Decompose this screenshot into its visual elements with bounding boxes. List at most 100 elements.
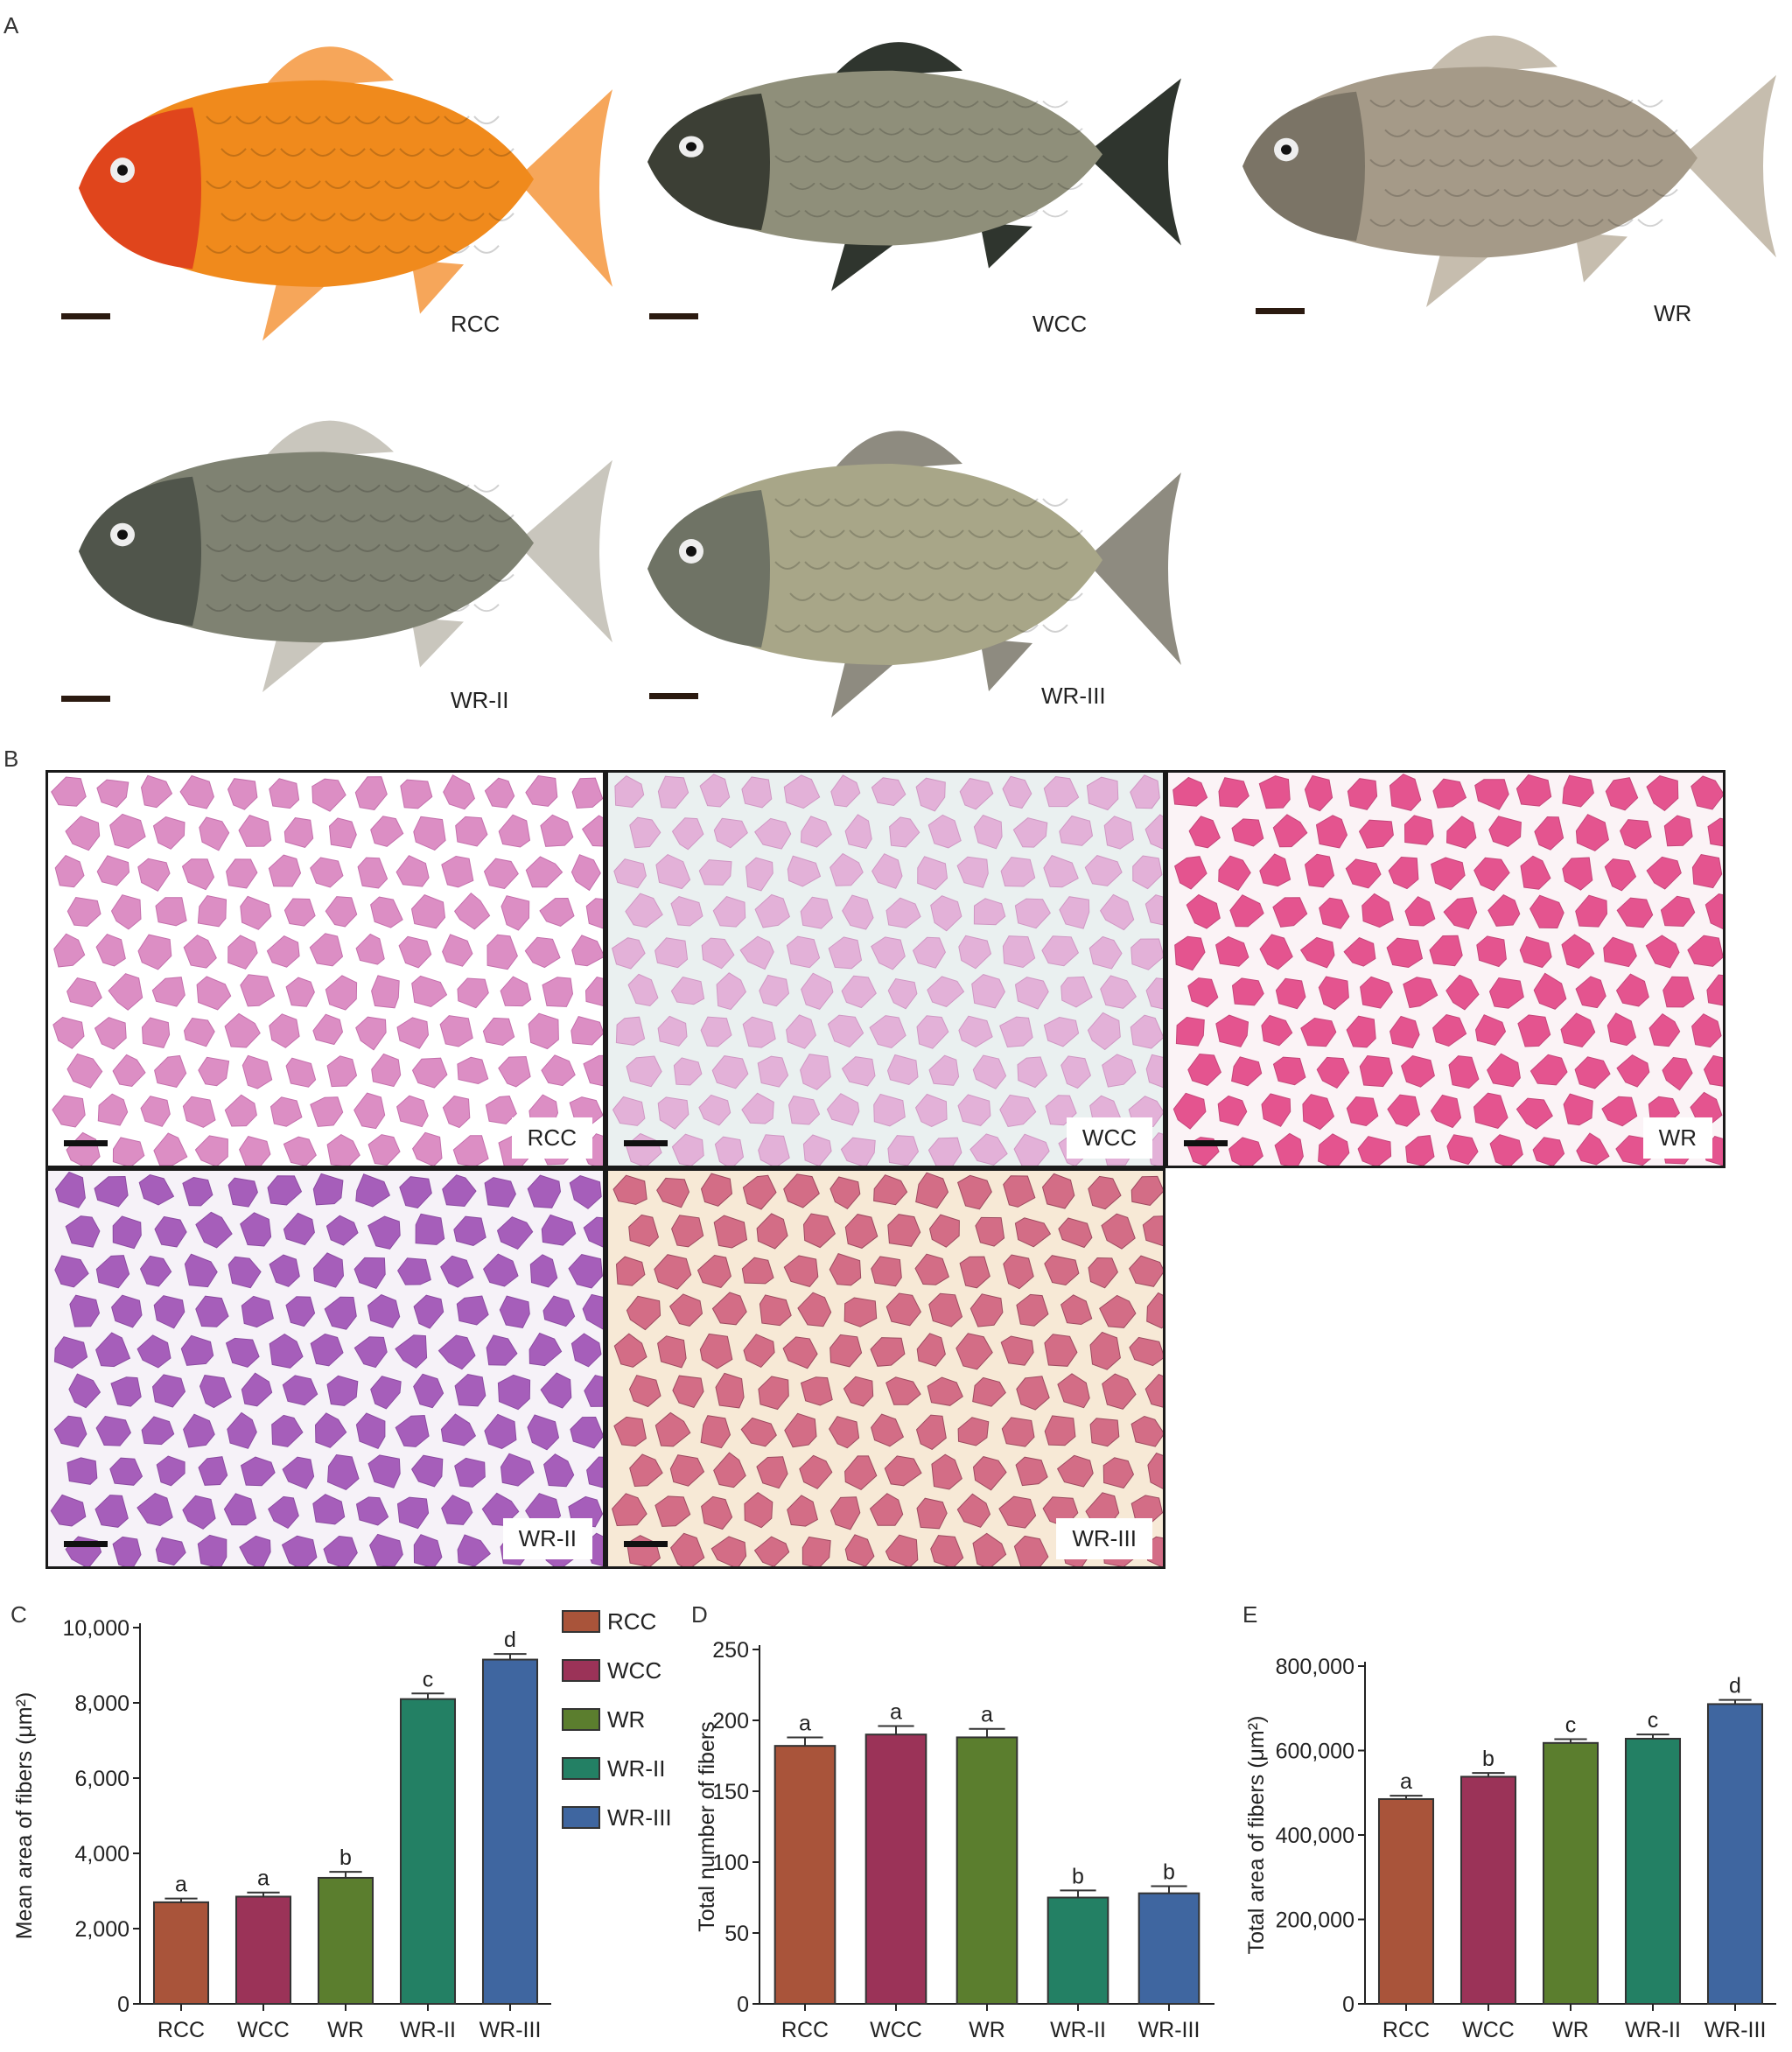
muscle-fiber xyxy=(669,1454,705,1487)
fish-scale xyxy=(250,148,276,158)
muscle-fiber xyxy=(1129,1336,1163,1367)
muscle-fiber xyxy=(1318,976,1349,1011)
fish-scale xyxy=(1027,182,1054,191)
fish-scale xyxy=(310,213,336,221)
fish-scale xyxy=(473,484,500,493)
muscle-fiber xyxy=(183,1413,215,1448)
muscle-fiber xyxy=(915,1172,949,1209)
fish-scale xyxy=(923,155,949,163)
fish-scale xyxy=(1012,100,1039,109)
muscle-fiber xyxy=(612,1493,648,1527)
anal-fin xyxy=(980,222,1032,269)
muscle-fiber xyxy=(326,1215,359,1246)
muscle-fiber xyxy=(541,1214,577,1246)
muscle-fiber xyxy=(1101,1213,1136,1250)
muscle-fiber xyxy=(1534,816,1564,851)
fish-scale xyxy=(878,592,905,601)
muscle-fiber xyxy=(310,1333,344,1367)
y-axis-label: Total number of fibers xyxy=(695,1721,719,1931)
muscle-fiber xyxy=(224,1094,257,1127)
fish-scale xyxy=(340,514,366,522)
y-tick-label: 200,000 xyxy=(1276,1908,1354,1933)
muscle-fiber xyxy=(69,1294,101,1327)
muscle-fiber xyxy=(581,815,603,847)
muscle-fiber xyxy=(1272,1056,1306,1086)
fish-scale xyxy=(206,180,232,190)
muscle-fiber xyxy=(1703,1054,1723,1087)
muscle-fiber xyxy=(959,777,994,810)
muscle-fiber xyxy=(744,1491,774,1529)
fish-scale xyxy=(265,484,291,493)
muscle-fiber xyxy=(956,1174,992,1210)
muscle-fiber xyxy=(1575,814,1609,851)
fish-scale xyxy=(280,573,306,583)
fish-scale xyxy=(1637,158,1663,167)
muscle-fiber xyxy=(970,1293,1004,1327)
fish-scale xyxy=(1548,99,1574,108)
tail-fin xyxy=(1085,78,1181,246)
muscle-fiber xyxy=(1130,1175,1163,1207)
legend-swatch-wr-ii xyxy=(562,1757,600,1780)
dorsal-fin xyxy=(262,420,394,460)
muscle-fiber xyxy=(225,1337,260,1368)
muscle-fiber xyxy=(240,974,276,1007)
y-tick-label: 200 xyxy=(712,1709,749,1733)
fish-scale xyxy=(414,543,440,552)
fish-scale xyxy=(878,182,905,191)
fish-scale xyxy=(804,100,830,109)
significance-letter: a xyxy=(175,1873,187,1897)
muscle-fiber xyxy=(970,1133,1008,1166)
muscle-fiber xyxy=(802,1213,836,1249)
muscle-fiber xyxy=(312,1173,344,1206)
fish-pupil xyxy=(686,546,696,557)
muscle-fiber xyxy=(657,1096,690,1130)
fish-scale xyxy=(1429,218,1455,228)
muscle-fiber xyxy=(1645,935,1680,969)
fish-scale xyxy=(968,128,994,136)
x-tick-label: WR xyxy=(327,2018,364,2042)
muscle-fiber xyxy=(916,1333,946,1367)
muscle-fiber xyxy=(96,779,130,808)
muscle-fiber xyxy=(625,893,663,928)
muscle-fiber xyxy=(457,977,489,1009)
muscle-fiber xyxy=(568,1254,603,1289)
muscle-fiber xyxy=(528,1012,559,1050)
muscle-fiber xyxy=(95,1332,131,1368)
bar-wr-ii xyxy=(399,1698,457,2005)
fish-scale xyxy=(325,244,351,254)
muscle-fiber xyxy=(94,1175,129,1208)
muscle-fiber xyxy=(355,933,385,965)
muscle-fiber xyxy=(1315,815,1348,849)
muscle-fiber xyxy=(354,1092,386,1130)
legend-label-wr-iii: WR-III xyxy=(607,1804,672,1831)
muscle-fiber xyxy=(1100,975,1138,1009)
muscle-fiber xyxy=(914,1093,948,1128)
muscle-fiber xyxy=(783,774,821,809)
muscle-fiber xyxy=(927,976,965,1007)
muscle-fiber xyxy=(1147,1452,1163,1489)
fish-scale xyxy=(444,603,470,613)
fish-scale xyxy=(938,182,964,191)
bar-wr-ii xyxy=(1046,1896,1110,2005)
muscle-fiber xyxy=(395,1414,430,1447)
muscle-fiber xyxy=(570,1016,603,1046)
fish-scale xyxy=(1548,158,1574,167)
muscle-fiber xyxy=(628,1375,662,1408)
muscle-fiber xyxy=(958,935,992,970)
fish-scale xyxy=(893,498,920,507)
muscle-fiber xyxy=(1562,774,1594,808)
muscle-fiber xyxy=(1088,935,1123,970)
muscle-fiber xyxy=(182,1096,216,1128)
muscle-fiber xyxy=(240,895,272,930)
fish-scale xyxy=(325,180,351,190)
fish-scale xyxy=(1429,99,1455,108)
fish-scale xyxy=(369,573,396,583)
fish-scale xyxy=(206,603,232,613)
fish-scale xyxy=(1012,209,1039,218)
fish-pupil xyxy=(686,142,696,151)
muscle-fiber xyxy=(1088,1175,1122,1210)
fish-photo-wr-ii xyxy=(79,420,612,693)
muscle-fiber xyxy=(972,1456,1007,1491)
fish-scale xyxy=(354,484,381,493)
muscle-fiber xyxy=(1648,1013,1681,1047)
